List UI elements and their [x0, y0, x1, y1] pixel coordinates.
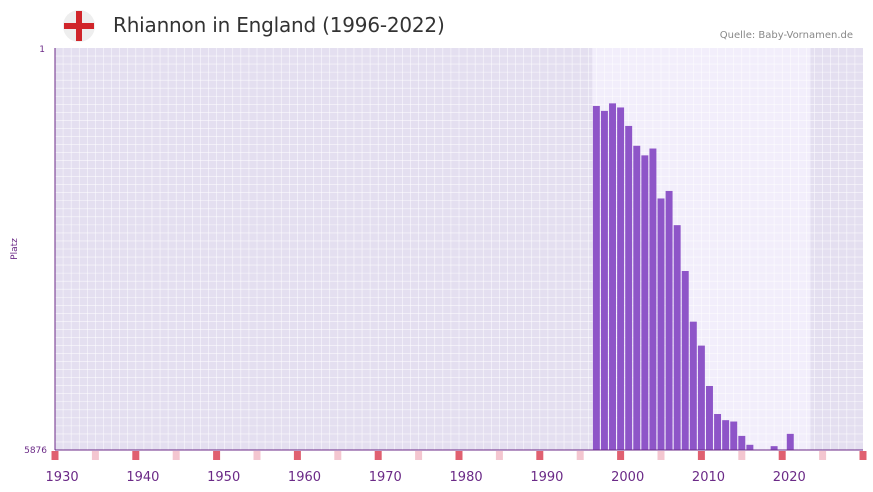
y-tick-label: 5876	[24, 446, 47, 456]
bar-1999	[617, 107, 625, 450]
bar-2013	[730, 421, 738, 450]
decade-marker	[293, 451, 301, 460]
x-tick-label: 1960	[288, 470, 321, 485]
bar-2011	[714, 414, 722, 450]
bar-2006	[673, 225, 681, 450]
decade-marker	[172, 451, 180, 460]
bar-2003	[649, 148, 657, 451]
decade-marker	[132, 451, 140, 460]
x-tick-label: 1950	[207, 470, 240, 485]
bar-2007	[681, 270, 689, 450]
source-credit: Quelle: Baby-Vornamen.de	[719, 30, 853, 41]
y-tick-label: 1	[39, 45, 45, 55]
x-tick-label: 2010	[692, 470, 725, 485]
x-tick-label: 1930	[46, 470, 79, 485]
decade-marker	[495, 451, 503, 460]
decade-marker	[697, 451, 705, 460]
decade-marker	[859, 451, 867, 460]
decade-marker	[778, 451, 786, 460]
decade-marker	[819, 451, 827, 460]
bar-1997	[600, 110, 608, 451]
decade-marker	[374, 451, 382, 460]
bar-2018	[770, 446, 778, 450]
decade-marker	[415, 451, 423, 460]
x-tick-label: 2020	[773, 470, 806, 485]
decade-marker	[51, 451, 59, 460]
decade-marker	[334, 451, 342, 460]
x-tick-label: 1990	[530, 470, 563, 485]
bar-2012	[722, 420, 730, 450]
decade-marker	[738, 451, 746, 460]
decade-marker	[455, 451, 463, 460]
bar-2014	[738, 435, 746, 450]
bar-2020	[786, 433, 794, 450]
bar-2004	[657, 198, 665, 450]
england-flag-icon	[63, 10, 95, 42]
decade-marker	[253, 451, 261, 460]
decade-marker	[617, 451, 625, 460]
x-tick-label: 1970	[369, 470, 402, 485]
bar-2015	[746, 444, 754, 450]
bar-2005	[665, 190, 673, 451]
decade-marker	[576, 451, 584, 460]
decade-marker	[91, 451, 99, 460]
bar-2001	[633, 145, 641, 450]
bar-2002	[641, 155, 649, 450]
decade-marker	[536, 451, 544, 460]
x-tick-label: 2000	[611, 470, 644, 485]
decade-marker	[213, 451, 221, 460]
x-tick-label: 1980	[450, 470, 483, 485]
bar-2008	[689, 321, 697, 450]
decade-marker	[657, 451, 665, 460]
bar-2010	[706, 385, 713, 450]
y-axis-label: Platz	[10, 238, 20, 260]
bar-2000	[625, 125, 633, 451]
bar-2009	[697, 345, 705, 450]
bar-1998	[609, 103, 616, 450]
chart-title: Rhiannon in England (1996-2022)	[113, 13, 445, 37]
bar-1996	[592, 105, 600, 451]
x-tick-label: 1940	[126, 470, 159, 485]
